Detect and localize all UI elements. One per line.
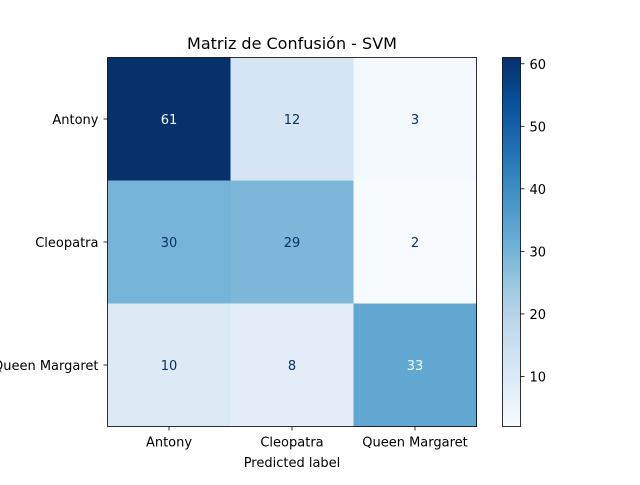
y-tick-label: Queen Margaret xyxy=(0,359,99,374)
colorbar-tick-label: 10 xyxy=(530,370,547,385)
cell-value-label: 10 xyxy=(161,359,178,374)
y-tick-label: Cleopatra xyxy=(35,236,98,251)
cell-value-label: 33 xyxy=(407,359,424,374)
heatmap-cell xyxy=(107,180,231,304)
colorbar-tick-label: 40 xyxy=(530,183,547,198)
heatmap-cell xyxy=(353,303,477,427)
colorbar-tick-label: 30 xyxy=(530,245,547,260)
x-tick-label: Queen Margaret xyxy=(362,436,468,451)
colorbar-axis: 10 20 30 40 50 60 xyxy=(520,58,547,385)
heatmap-cell xyxy=(230,180,354,304)
colorbar-tick-label: 60 xyxy=(530,58,547,73)
heatmap-cell xyxy=(230,57,354,181)
heatmap-cell xyxy=(353,57,477,181)
heatmap-cell xyxy=(353,180,477,304)
cell-value-label: 3 xyxy=(411,113,419,128)
cell-value-label: 61 xyxy=(161,113,178,128)
chart-title: Matriz de Confusión - SVM xyxy=(187,34,397,53)
colorbar-tick-label: 50 xyxy=(530,120,547,135)
cell-value-label: 8 xyxy=(288,359,296,374)
x-tick-label: Antony xyxy=(146,436,192,451)
cell-value-label: 30 xyxy=(161,236,178,251)
heatmap-cells xyxy=(107,57,477,427)
cell-value-label: 12 xyxy=(284,113,301,128)
x-tick-label: Cleopatra xyxy=(260,436,323,451)
x-axis: Antony Cleopatra Queen Margaret xyxy=(146,426,468,451)
cell-value-label: 29 xyxy=(284,236,301,251)
colorbar xyxy=(502,57,521,427)
heatmap-cell xyxy=(107,57,231,181)
y-tick-label: Antony xyxy=(52,113,98,128)
colorbar-tick-label: 20 xyxy=(530,308,547,323)
y-axis: Antony Cleopatra Queen Margaret xyxy=(0,113,108,374)
cell-value-labels: 61 12 3 30 29 2 10 8 33 xyxy=(161,113,424,374)
heatmap-cell xyxy=(107,303,231,427)
x-axis-label: Predicted label xyxy=(244,456,341,471)
heatmap-cell xyxy=(230,303,354,427)
cell-value-label: 2 xyxy=(411,236,419,251)
